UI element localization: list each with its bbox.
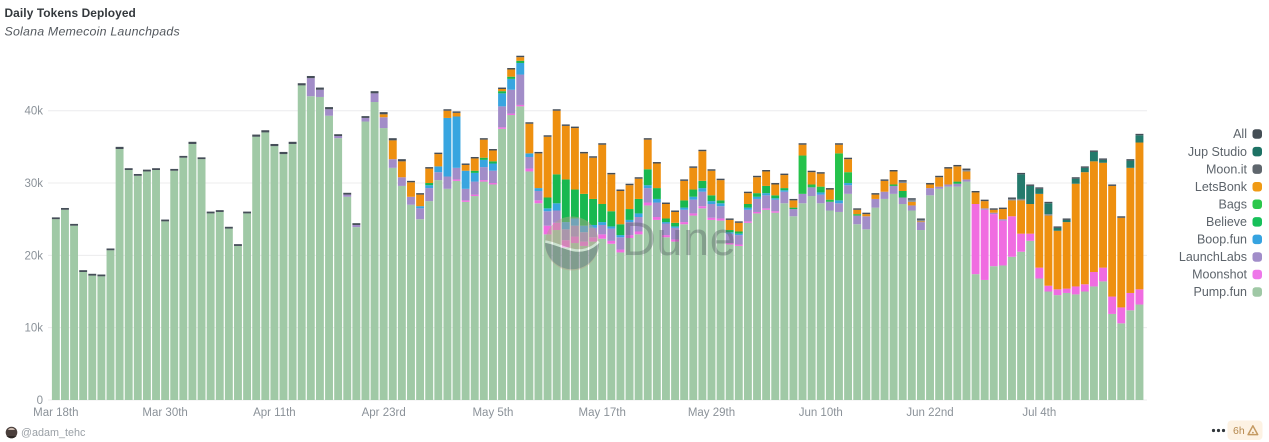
svg-text:LaunchLabs: LaunchLabs	[1179, 250, 1247, 264]
svg-text:LetsBonk: LetsBonk	[1195, 180, 1248, 194]
svg-text:Apr 23rd: Apr 23rd	[362, 407, 406, 419]
svg-text:May 29th: May 29th	[688, 407, 735, 419]
svg-text:30k: 30k	[24, 178, 43, 190]
svg-text:@adam_tehc: @adam_tehc	[21, 427, 86, 439]
svg-text:Jun 10th: Jun 10th	[799, 407, 843, 419]
svg-text:Moon.it: Moon.it	[1206, 162, 1248, 176]
svg-text:Mar 18th: Mar 18th	[33, 407, 78, 419]
svg-text:20k: 20k	[24, 250, 43, 262]
svg-text:0: 0	[37, 395, 43, 407]
svg-text:Solana Memecoin Launchpads: Solana Memecoin Launchpads	[5, 25, 180, 39]
svg-text:Apr 11th: Apr 11th	[253, 407, 296, 419]
svg-text:Bags: Bags	[1219, 197, 1248, 211]
svg-text:Pump.fun: Pump.fun	[1193, 285, 1247, 299]
svg-text:Boop.fun: Boop.fun	[1197, 233, 1247, 247]
svg-text:Jup Studio: Jup Studio	[1188, 145, 1247, 159]
svg-text:Moonshot: Moonshot	[1192, 268, 1247, 282]
svg-text:Dune: Dune	[622, 212, 736, 265]
svg-text:All: All	[1233, 127, 1247, 141]
svg-text:Believe: Believe	[1206, 215, 1247, 229]
svg-text:Daily Tokens Deployed: Daily Tokens Deployed	[5, 6, 136, 20]
svg-text:May 17th: May 17th	[579, 407, 626, 419]
svg-text:40k: 40k	[24, 106, 43, 118]
svg-text:6h: 6h	[1233, 425, 1245, 437]
svg-text:Mar 30th: Mar 30th	[142, 407, 187, 419]
svg-text:Jul 4th: Jul 4th	[1022, 407, 1056, 419]
svg-text:Jun 22nd: Jun 22nd	[906, 407, 953, 419]
svg-text:May 5th: May 5th	[472, 407, 513, 419]
svg-text:10k: 10k	[24, 323, 43, 335]
